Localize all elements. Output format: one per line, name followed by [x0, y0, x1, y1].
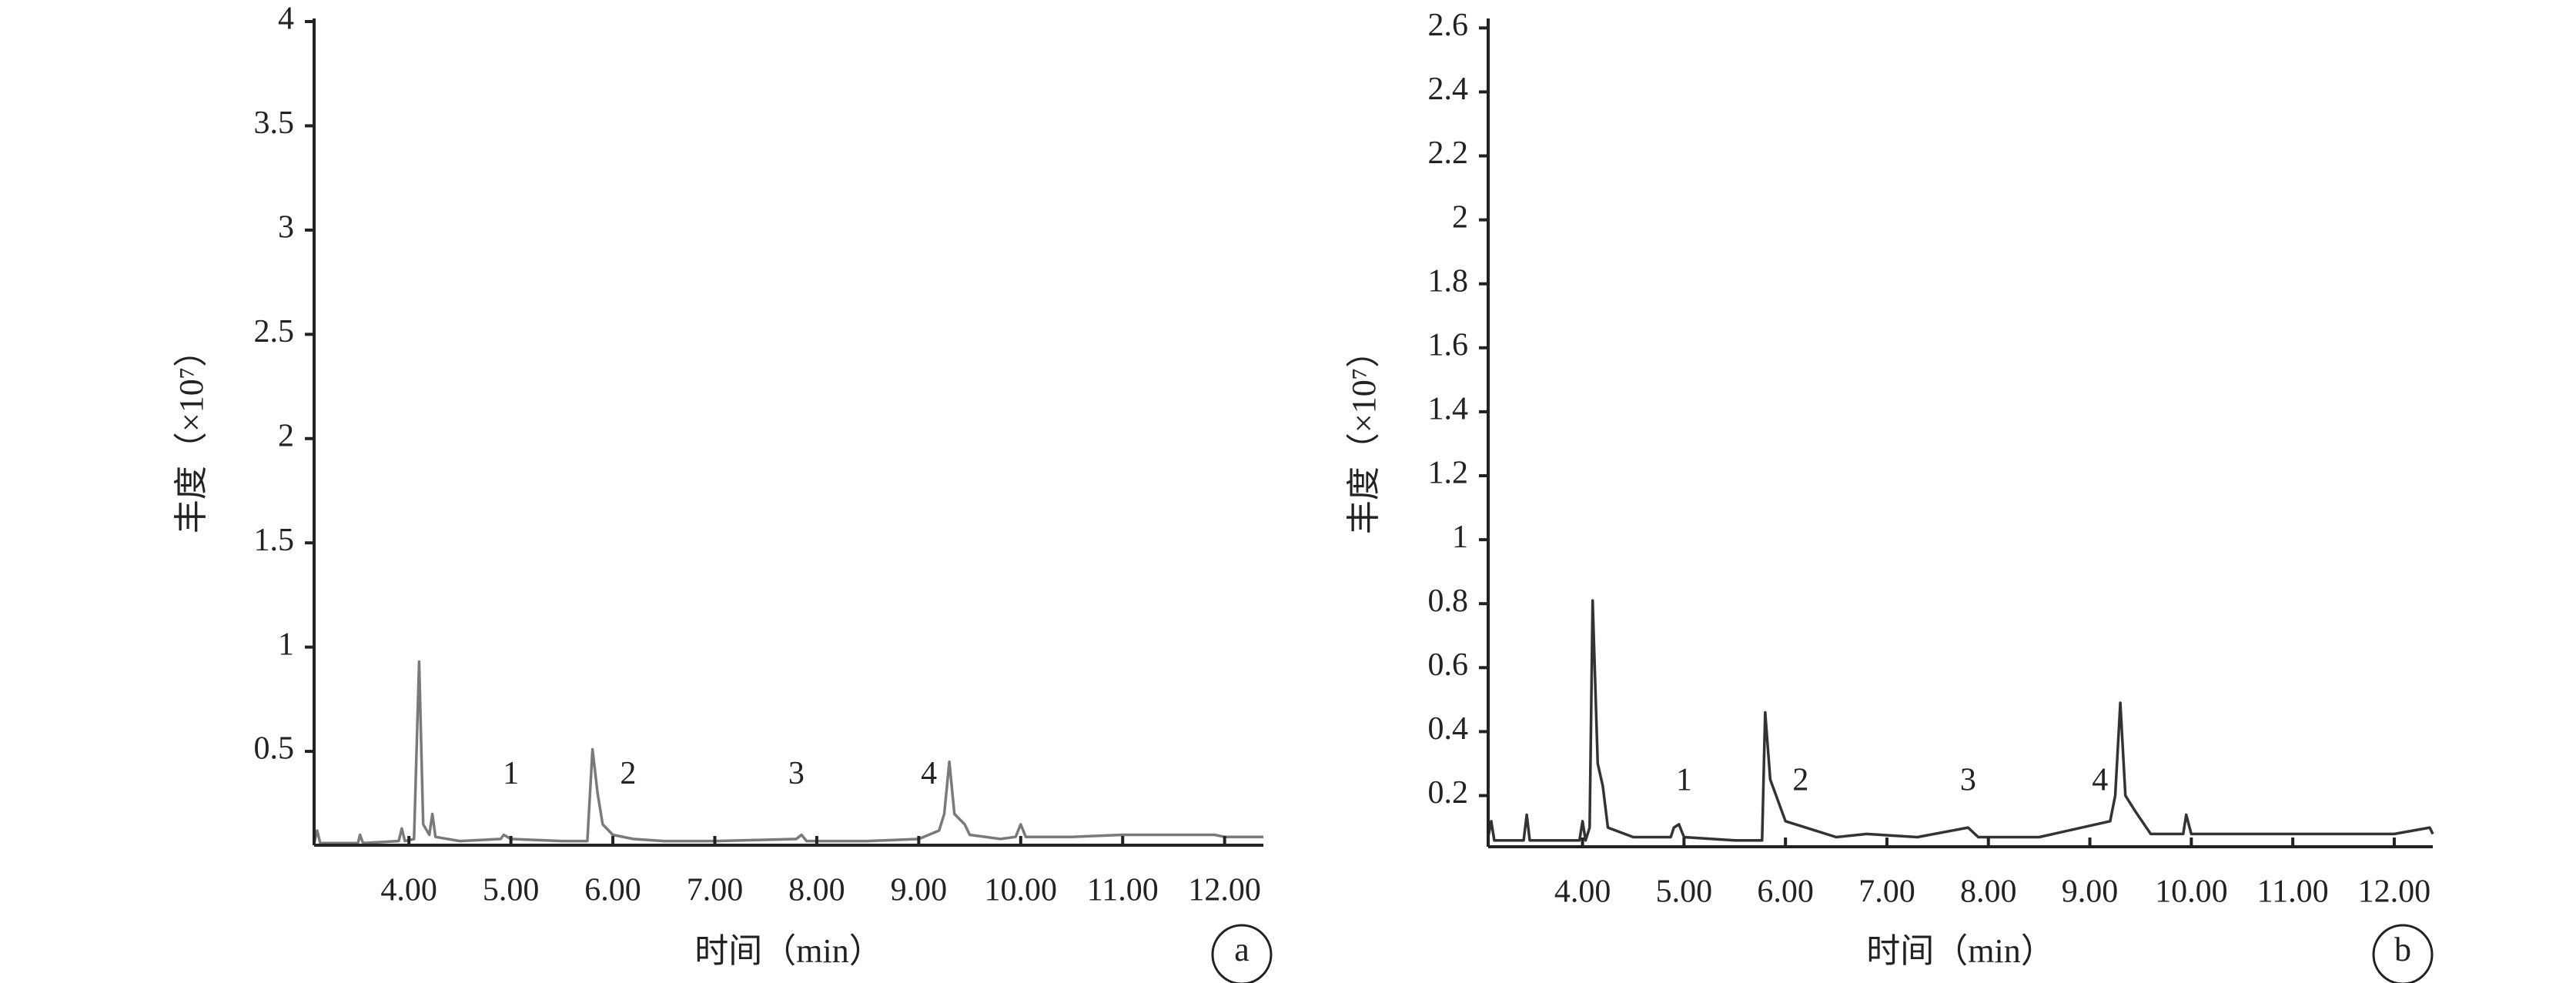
x-tick-label: 9.00 — [891, 873, 948, 908]
x-tick-label: 11.00 — [1087, 873, 1159, 908]
x-axis-label: 时间（min） — [694, 932, 882, 970]
x-tick-label: 12.00 — [1188, 873, 1261, 908]
y-tick-label: 2.2 — [1428, 135, 1469, 171]
peak-label: 1 — [503, 756, 519, 791]
y-tick-label: 4 — [278, 2, 294, 37]
y-tick-label: 1.6 — [1428, 327, 1469, 363]
peak-label: 3 — [788, 756, 805, 791]
y-tick-label: 0.6 — [1428, 647, 1469, 683]
y-tick-label: 3 — [278, 210, 294, 246]
y-tick-label: 2 — [1452, 199, 1468, 235]
x-tick-label: 4.00 — [380, 873, 437, 908]
x-axis-label: 时间（min） — [1866, 932, 2054, 970]
y-axis-label: 丰度（×10⁷） — [1345, 334, 1383, 534]
y-tick-label: 3.5 — [254, 105, 295, 141]
y-tick-label: 1.8 — [1428, 263, 1469, 299]
panel-circle — [1211, 924, 1273, 983]
trace — [313, 660, 1263, 845]
x-tick-label: 4.00 — [1554, 874, 1611, 910]
y-tick-label: 2.4 — [1428, 72, 1469, 107]
trace — [1487, 599, 2434, 842]
x-tick-label: 10.00 — [985, 873, 1058, 908]
y-tick-label: 1 — [1452, 520, 1468, 555]
x-tick-label: 7.00 — [1858, 874, 1915, 910]
peak-label: 4 — [2092, 763, 2108, 798]
y-tick-label: 0.4 — [1428, 711, 1469, 747]
x-tick-label: 6.00 — [1757, 874, 1814, 910]
peak-label: 2 — [620, 756, 636, 791]
y-tick-label: 2 — [278, 418, 294, 453]
peak-label: 2 — [1792, 763, 1808, 798]
y-tick-label: 1 — [278, 627, 294, 662]
y-tick-label: 0.8 — [1428, 583, 1469, 619]
y-tick-label: 1.4 — [1428, 392, 1469, 427]
y-tick-label: 0.5 — [254, 731, 295, 767]
x-tick-label: 8.00 — [1960, 874, 2017, 910]
peak-label: 3 — [1960, 763, 1976, 798]
panel-circle — [2372, 924, 2434, 983]
x-tick-label: 12.00 — [2358, 874, 2431, 910]
y-tick-label: 2.6 — [1428, 8, 1469, 43]
x-tick-label: 8.00 — [788, 873, 845, 908]
x-tick-label: 10.00 — [2155, 874, 2228, 910]
y-tick-label: 1.2 — [1428, 456, 1469, 491]
y-tick-label: 1.5 — [254, 523, 295, 558]
peak-label: 1 — [1676, 763, 1692, 798]
x-tick-label: 7.00 — [687, 873, 744, 908]
peak-label: 4 — [921, 756, 937, 791]
x-tick-label: 6.00 — [584, 873, 641, 908]
x-tick-label: 5.00 — [483, 873, 540, 908]
y-axis-label: 丰度（×10⁷） — [172, 333, 210, 533]
x-tick-label: 11.00 — [2257, 874, 2329, 910]
panel-label: b — [2394, 931, 2411, 968]
panel-label: a — [1234, 931, 1250, 968]
x-tick-label: 5.00 — [1656, 874, 1713, 910]
y-tick-label: 2.5 — [254, 314, 295, 349]
x-tick-label: 9.00 — [2062, 874, 2119, 910]
y-tick-label: 0.2 — [1428, 775, 1469, 811]
